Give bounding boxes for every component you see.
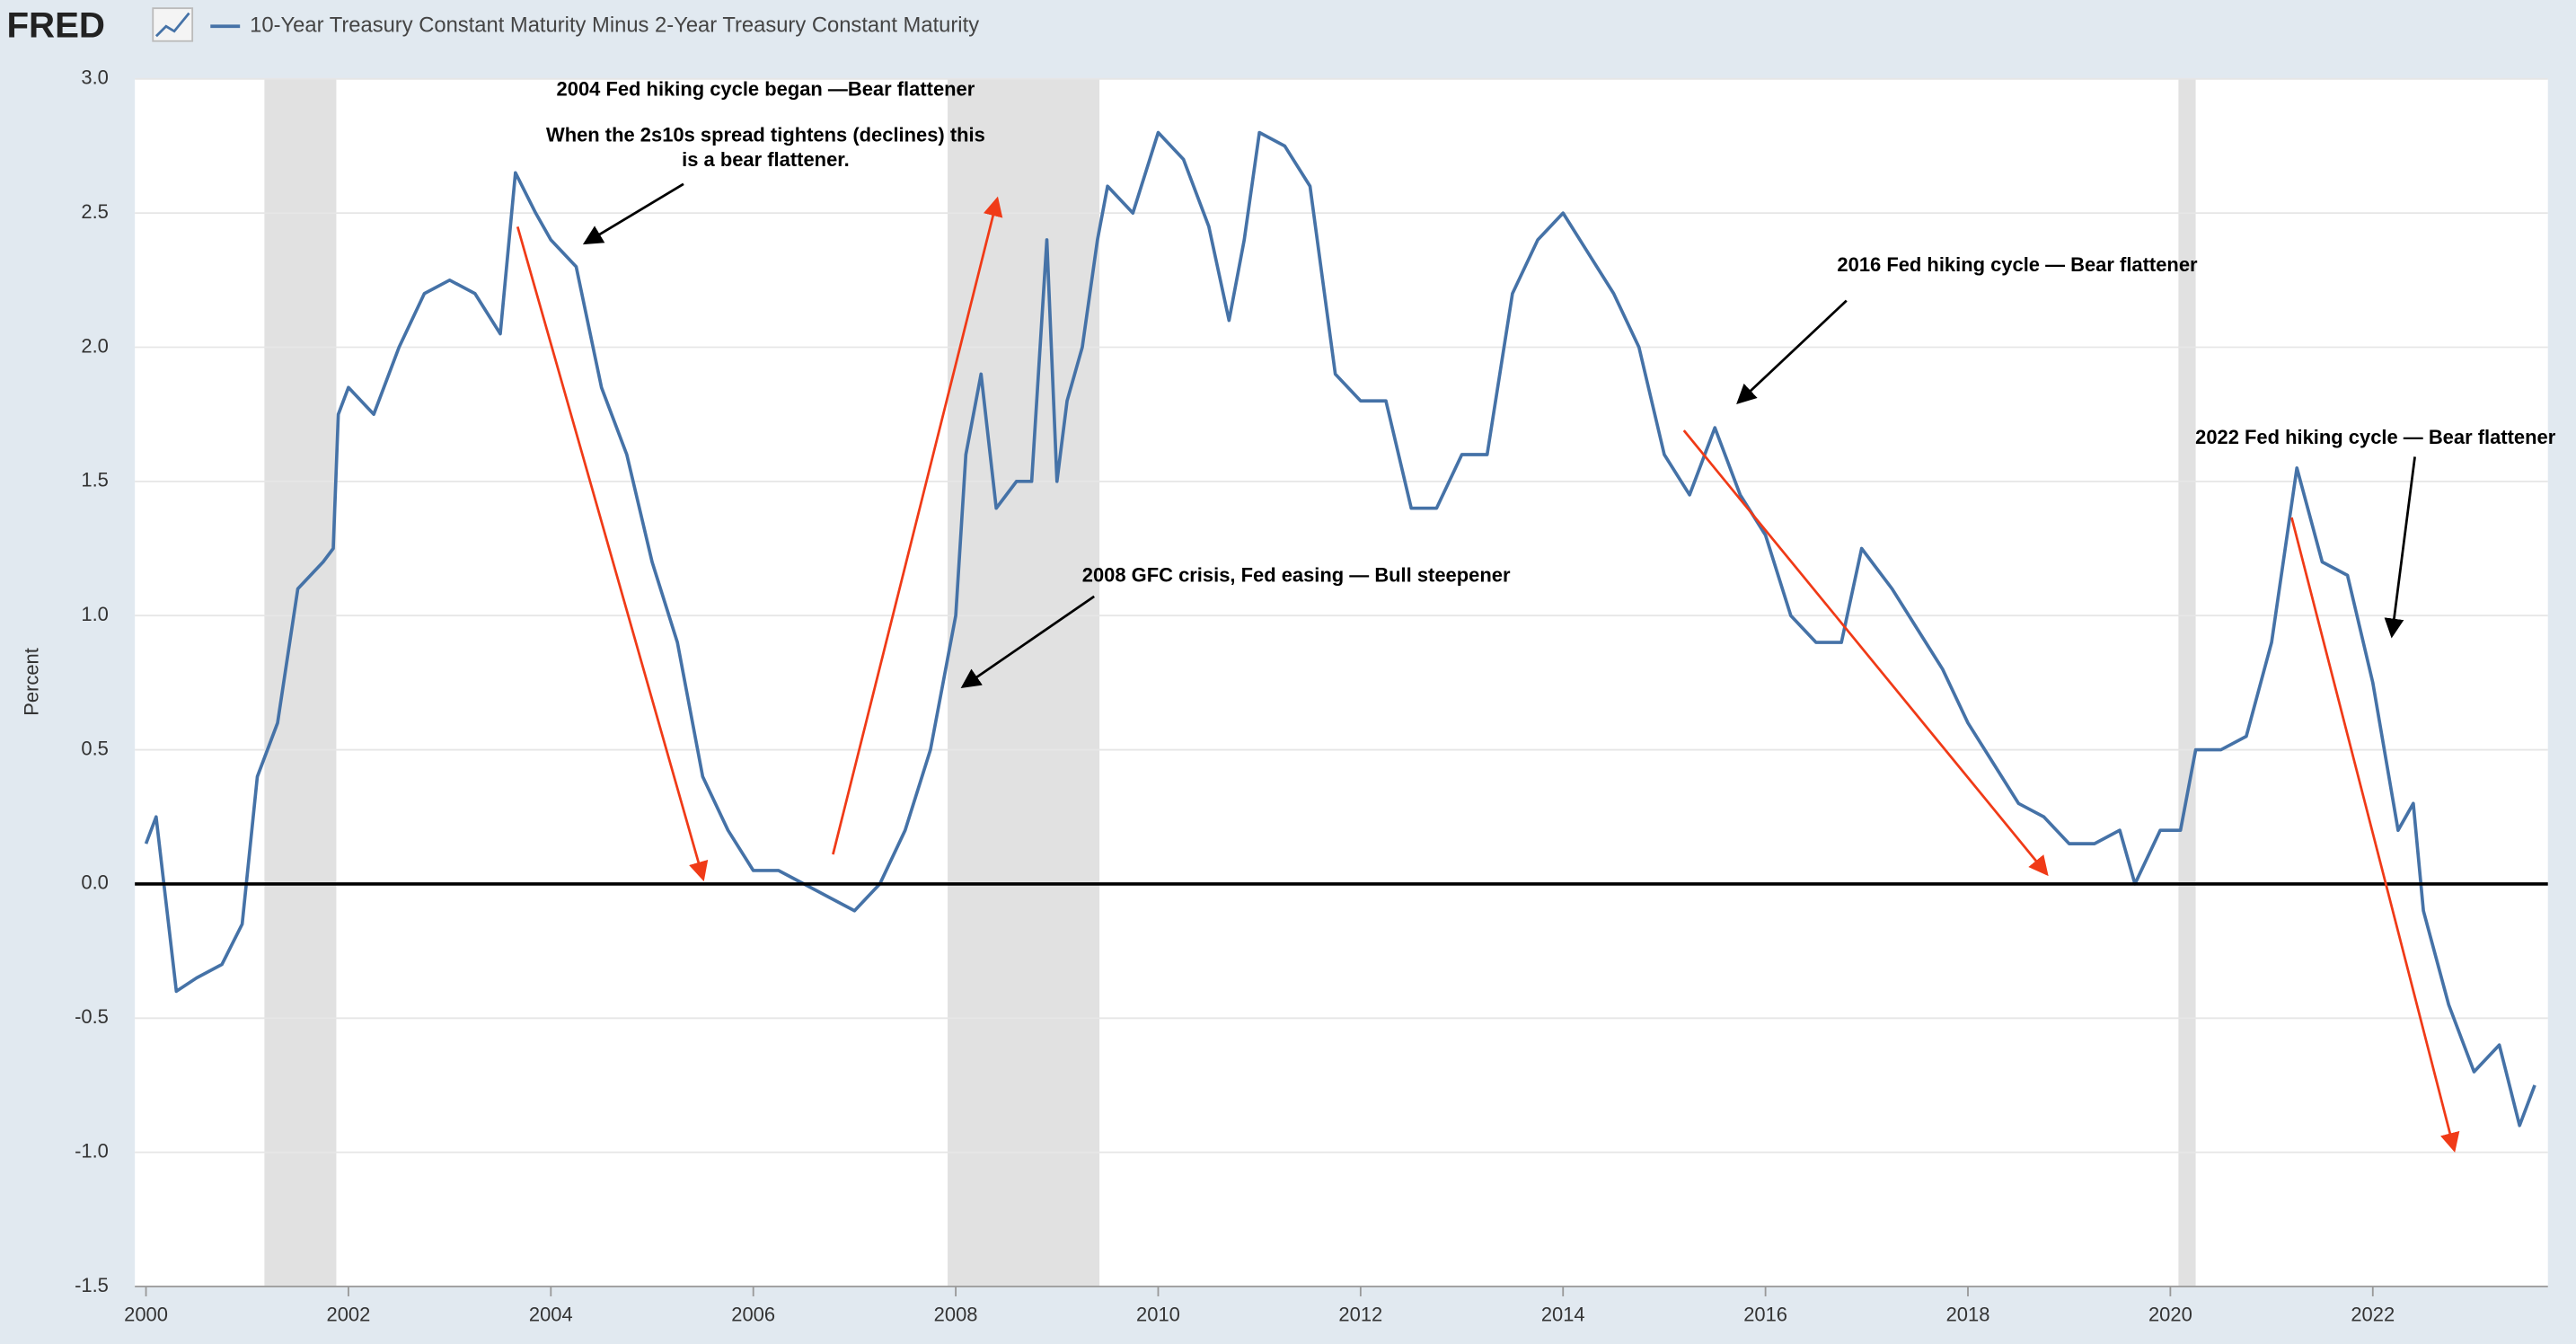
trend-arrow: [516, 226, 709, 882]
trend-arrow: [832, 196, 1003, 855]
plot-area: [135, 78, 2548, 1287]
annotation: 2008 GFC crisis, Fed easing — Bull steep…: [1082, 564, 1511, 587]
recession-band: [2178, 78, 2196, 1287]
y-tick-label: 2.0: [81, 334, 109, 357]
x-tick-label: 2004: [529, 1304, 573, 1326]
logo-icon-line: [154, 12, 190, 38]
y-tick-label: 1.5: [81, 469, 109, 491]
logo: FRED: [6, 5, 104, 46]
arrow: [582, 182, 684, 245]
x-tick-label: 2020: [2148, 1304, 2192, 1326]
y-tick-label: 0.0: [81, 871, 109, 894]
y-tick-label: 1.0: [81, 603, 109, 625]
x-tick-label: 2022: [2351, 1304, 2395, 1326]
arrows: [516, 182, 2460, 1153]
x-tick-label: 2018: [1946, 1304, 1990, 1326]
x-tick-label: 2016: [1743, 1304, 1787, 1326]
x-tick-label: 2012: [1338, 1304, 1382, 1326]
y-tick-label: 3.0: [81, 66, 109, 89]
y-tick-label: 0.5: [81, 737, 109, 759]
plot-layer: -1.5 -1.0 -0.5 0.0 0.5 1.0 1.5 2.0 2.5 3.0 2000 200…: [75, 66, 2556, 1326]
x-tick-label: 2006: [731, 1304, 775, 1326]
y-tick-label: -0.5: [75, 1005, 109, 1028]
arrow: [2384, 456, 2416, 639]
arrow: [1736, 299, 1848, 404]
annotation: is a bear flattener.: [682, 148, 850, 171]
y-axis-label: Percent: [21, 648, 43, 716]
y-tick-label: 2.5: [81, 200, 109, 223]
trend-arrow: [1682, 429, 2049, 877]
trend-arrow: [2290, 517, 2460, 1153]
annotation: 2022 Fed hiking cycle — Bear flattener: [2195, 426, 2556, 448]
annotation: 2004 Fed hiking cycle began —Bear flatte…: [557, 77, 975, 100]
y-tick-label: -1.5: [75, 1274, 109, 1296]
x-tick-label: 2000: [124, 1304, 168, 1326]
recession-band: [264, 78, 337, 1287]
legend-label: 10-Year Treasury Constant Maturity Minus…: [250, 13, 979, 38]
y-tick-label: -1.0: [75, 1139, 109, 1162]
logo-icon: [152, 7, 194, 42]
x-tick-label: 2014: [1541, 1304, 1585, 1326]
x-tick-label: 2008: [934, 1304, 978, 1326]
x-tick-label: 2002: [327, 1304, 371, 1326]
annotation: When the 2s10s spread tightens (declines…: [546, 124, 985, 146]
x-tick-label: 2010: [1136, 1304, 1180, 1326]
arrow: [960, 595, 1095, 689]
annotation: 2016 Fed hiking cycle — Bear flattener: [1837, 253, 2198, 276]
